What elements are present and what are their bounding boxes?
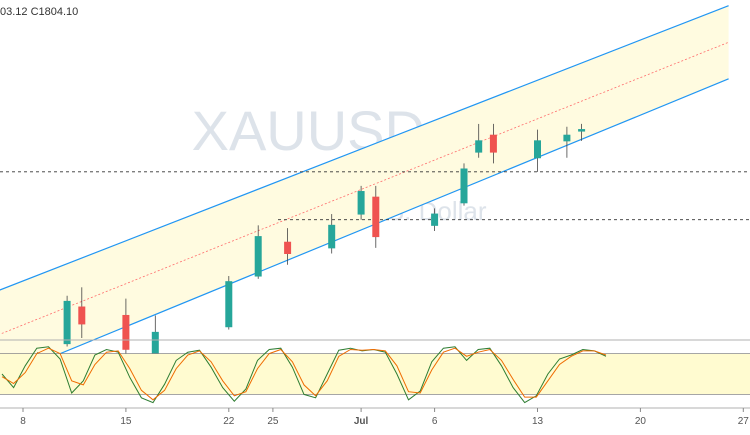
candle-body bbox=[534, 140, 541, 159]
axis-tick-label: 13 bbox=[532, 416, 544, 427]
candle-body bbox=[78, 306, 86, 325]
candle-body bbox=[254, 236, 262, 277]
candle bbox=[578, 123, 586, 141]
candle-body bbox=[489, 134, 497, 153]
stochastic-d-line bbox=[1, 347, 607, 401]
candle-body bbox=[563, 134, 571, 142]
stochastic-k-line bbox=[1, 346, 607, 404]
candle bbox=[563, 126, 571, 158]
channel-mid-line bbox=[0, 41, 729, 335]
candle bbox=[63, 295, 71, 347]
axis-tick-label: 27 bbox=[738, 416, 750, 427]
ohlc-readout: 03.12 C1804.10 bbox=[0, 6, 79, 18]
candle bbox=[357, 185, 365, 220]
candle-body bbox=[63, 300, 71, 345]
levels-layer bbox=[0, 171, 750, 221]
stochastic-panel bbox=[0, 339, 750, 409]
candle bbox=[475, 123, 483, 158]
candle bbox=[460, 163, 468, 206]
candle-body bbox=[151, 331, 159, 356]
axis-tick-label: 22 bbox=[223, 416, 235, 427]
candle bbox=[534, 129, 541, 172]
candle bbox=[489, 123, 497, 164]
candle-body bbox=[372, 196, 380, 238]
axis-tick-label: 8 bbox=[20, 416, 26, 427]
candle bbox=[284, 228, 292, 265]
candle bbox=[431, 208, 439, 231]
candle bbox=[225, 276, 233, 330]
candle bbox=[78, 287, 86, 338]
candle bbox=[122, 298, 130, 361]
candle-body bbox=[225, 281, 233, 328]
channel-upper-line bbox=[0, 5, 729, 291]
axis-tick-label: Jul bbox=[354, 416, 369, 427]
candle bbox=[328, 214, 336, 254]
candle-body bbox=[122, 314, 130, 350]
axis-tick-label: 15 bbox=[120, 416, 132, 427]
candle bbox=[254, 225, 262, 279]
candle-body bbox=[578, 129, 586, 132]
stochastic-band bbox=[0, 353, 750, 395]
candle-body bbox=[328, 224, 336, 249]
candle-body bbox=[357, 191, 365, 215]
axis-tick-label: 6 bbox=[432, 416, 438, 427]
candle bbox=[372, 185, 380, 248]
axis-tick-label: 20 bbox=[635, 416, 647, 427]
candle-body bbox=[460, 168, 468, 204]
candle-body bbox=[284, 241, 292, 255]
candle-body bbox=[475, 140, 483, 153]
time-axis: 8 15 22 25 Jul 6 13 20 27 bbox=[20, 408, 749, 427]
candle-body bbox=[431, 213, 439, 226]
axis-tick-label: 25 bbox=[267, 416, 279, 427]
